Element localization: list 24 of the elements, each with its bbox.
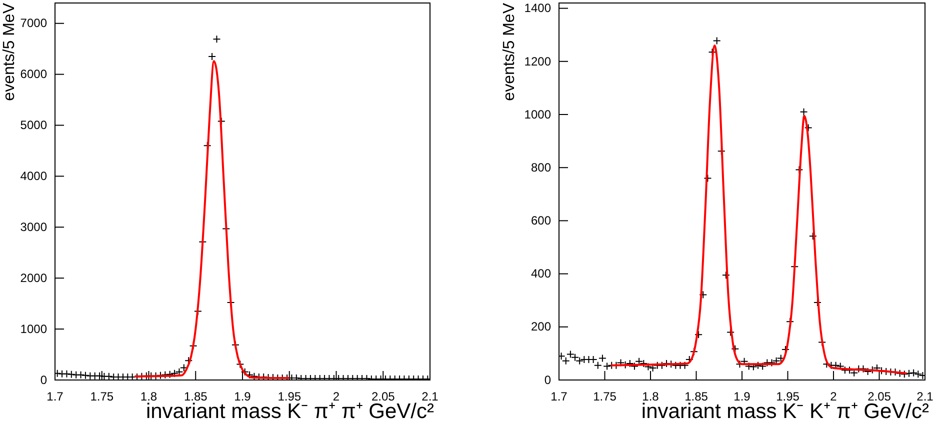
y-tick-label: 0: [544, 372, 552, 387]
y-tick-label: 3000: [20, 220, 48, 234]
line-series: [610, 44, 908, 374]
y-tick-label: 7000: [20, 16, 48, 30]
y-tick-label: 400: [530, 266, 552, 281]
x-tick-label: 1.7: [550, 390, 568, 404]
x-tick-label: 1.75: [90, 390, 114, 404]
y-tick-label: 1400: [524, 1, 552, 16]
y-tick-label: 200: [530, 320, 552, 334]
y-tick-label: 0: [40, 372, 48, 387]
y-tick-label: 800: [530, 160, 552, 174]
y-axis-title: events/5 MeV: [501, 2, 518, 101]
y-tick-label: 1000: [20, 322, 48, 336]
x-tick-label: 1.7: [46, 390, 64, 404]
y-tick-label: 1200: [524, 54, 552, 68]
x-tick-label: 1.75: [593, 390, 617, 404]
y-axis-title: events/5 MeV: [1, 2, 18, 101]
y-tick-label: 4000: [20, 169, 48, 184]
y-tick-label: 6000: [20, 67, 48, 82]
y-tick-label: 600: [530, 214, 552, 228]
y-tick-label: 5000: [20, 118, 48, 132]
y-tick-label: 2000: [20, 270, 48, 285]
line-series: [134, 60, 290, 379]
y-tick-label: 1000: [524, 107, 552, 122]
